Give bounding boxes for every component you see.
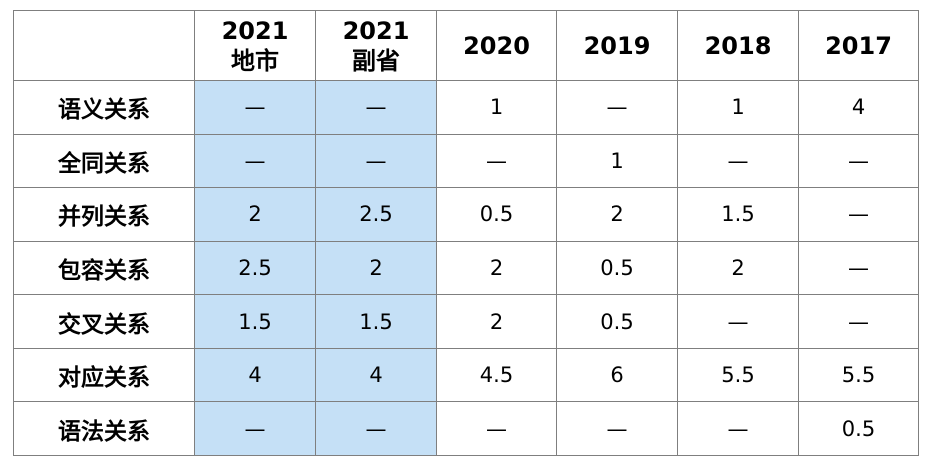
table-cell: —	[677, 401, 799, 456]
table-cell: 1.5	[194, 294, 316, 349]
column-header: 2021 地市	[194, 10, 316, 81]
table-row: 并列关系 2 2.5 0.5 2 1.5 —	[13, 187, 919, 242]
table-cell: 1	[556, 133, 678, 189]
table-cell: 2	[677, 240, 799, 296]
table-cell: 2	[436, 294, 557, 349]
table-cell: 4	[315, 347, 437, 403]
table-cell: —	[798, 187, 919, 242]
row-label: 全同关系	[13, 133, 195, 189]
table-cell: 2	[556, 187, 678, 242]
table-cell: —	[194, 80, 316, 135]
column-header: 2020	[436, 10, 557, 81]
column-header-sub: 地市	[231, 46, 279, 75]
row-label: 对应关系	[13, 347, 195, 403]
table-cell: —	[315, 133, 437, 189]
table-cell: 1.5	[677, 187, 799, 242]
column-header-year: 2021	[342, 16, 410, 45]
table-row: 语义关系 — — 1 — 1 4	[13, 80, 919, 135]
table-cell: 4	[194, 347, 316, 403]
table-row: 交叉关系 1.5 1.5 2 0.5 — —	[13, 294, 919, 349]
table-cell: 1	[436, 80, 557, 135]
column-header: 2021 副省	[315, 10, 437, 81]
table-cell: —	[194, 133, 316, 189]
table-cell: —	[436, 133, 557, 189]
table-cell: 0.5	[556, 294, 678, 349]
header-row: 2021 地市 2021 副省 2020 2019 2018 2017	[13, 10, 919, 81]
table-cell: 2	[194, 187, 316, 242]
row-label: 包容关系	[13, 240, 195, 296]
column-header: 2019	[556, 10, 678, 81]
table-cell: —	[556, 401, 678, 456]
comparison-table: 2021 地市 2021 副省 2020 2019 2018 2017 语义关系…	[13, 10, 919, 456]
table-cell: 0.5	[798, 401, 919, 456]
table-cell: 6	[556, 347, 678, 403]
row-label: 交叉关系	[13, 294, 195, 349]
table-cell: —	[798, 294, 919, 349]
table-cell: 4	[798, 80, 919, 135]
table-cell: 0.5	[436, 187, 557, 242]
column-header-year: 2021	[221, 16, 289, 45]
table-cell: —	[436, 401, 557, 456]
column-header-sub: 副省	[352, 46, 400, 75]
table-cell: —	[798, 240, 919, 296]
row-label: 语法关系	[13, 401, 195, 456]
table-cell: —	[194, 401, 316, 456]
table-cell: 2	[315, 240, 437, 296]
column-header: 2017	[798, 10, 919, 81]
row-label: 并列关系	[13, 187, 195, 242]
column-header: 2018	[677, 10, 799, 81]
table-cell: 1.5	[315, 294, 437, 349]
table-cell: 2.5	[315, 187, 437, 242]
table-cell: 2.5	[194, 240, 316, 296]
table-cell: —	[677, 294, 799, 349]
table-row: 全同关系 — — — 1 — —	[13, 133, 919, 189]
corner-cell	[13, 10, 195, 81]
table-cell: 2	[436, 240, 557, 296]
table-row: 语法关系 — — — — — 0.5	[13, 401, 919, 456]
table-cell: —	[556, 80, 678, 135]
table-cell: 5.5	[677, 347, 799, 403]
table-cell: —	[798, 133, 919, 189]
table-cell: 1	[677, 80, 799, 135]
table-cell: 4.5	[436, 347, 557, 403]
table-cell: —	[677, 133, 799, 189]
table-cell: 0.5	[556, 240, 678, 296]
table-row: 包容关系 2.5 2 2 0.5 2 —	[13, 240, 919, 296]
table-row: 对应关系 4 4 4.5 6 5.5 5.5	[13, 347, 919, 403]
table-cell: —	[315, 80, 437, 135]
table-cell: —	[315, 401, 437, 456]
table-cell: 5.5	[798, 347, 919, 403]
row-label: 语义关系	[13, 80, 195, 135]
table-container: 2021 地市 2021 副省 2020 2019 2018 2017 语义关系…	[13, 10, 919, 456]
